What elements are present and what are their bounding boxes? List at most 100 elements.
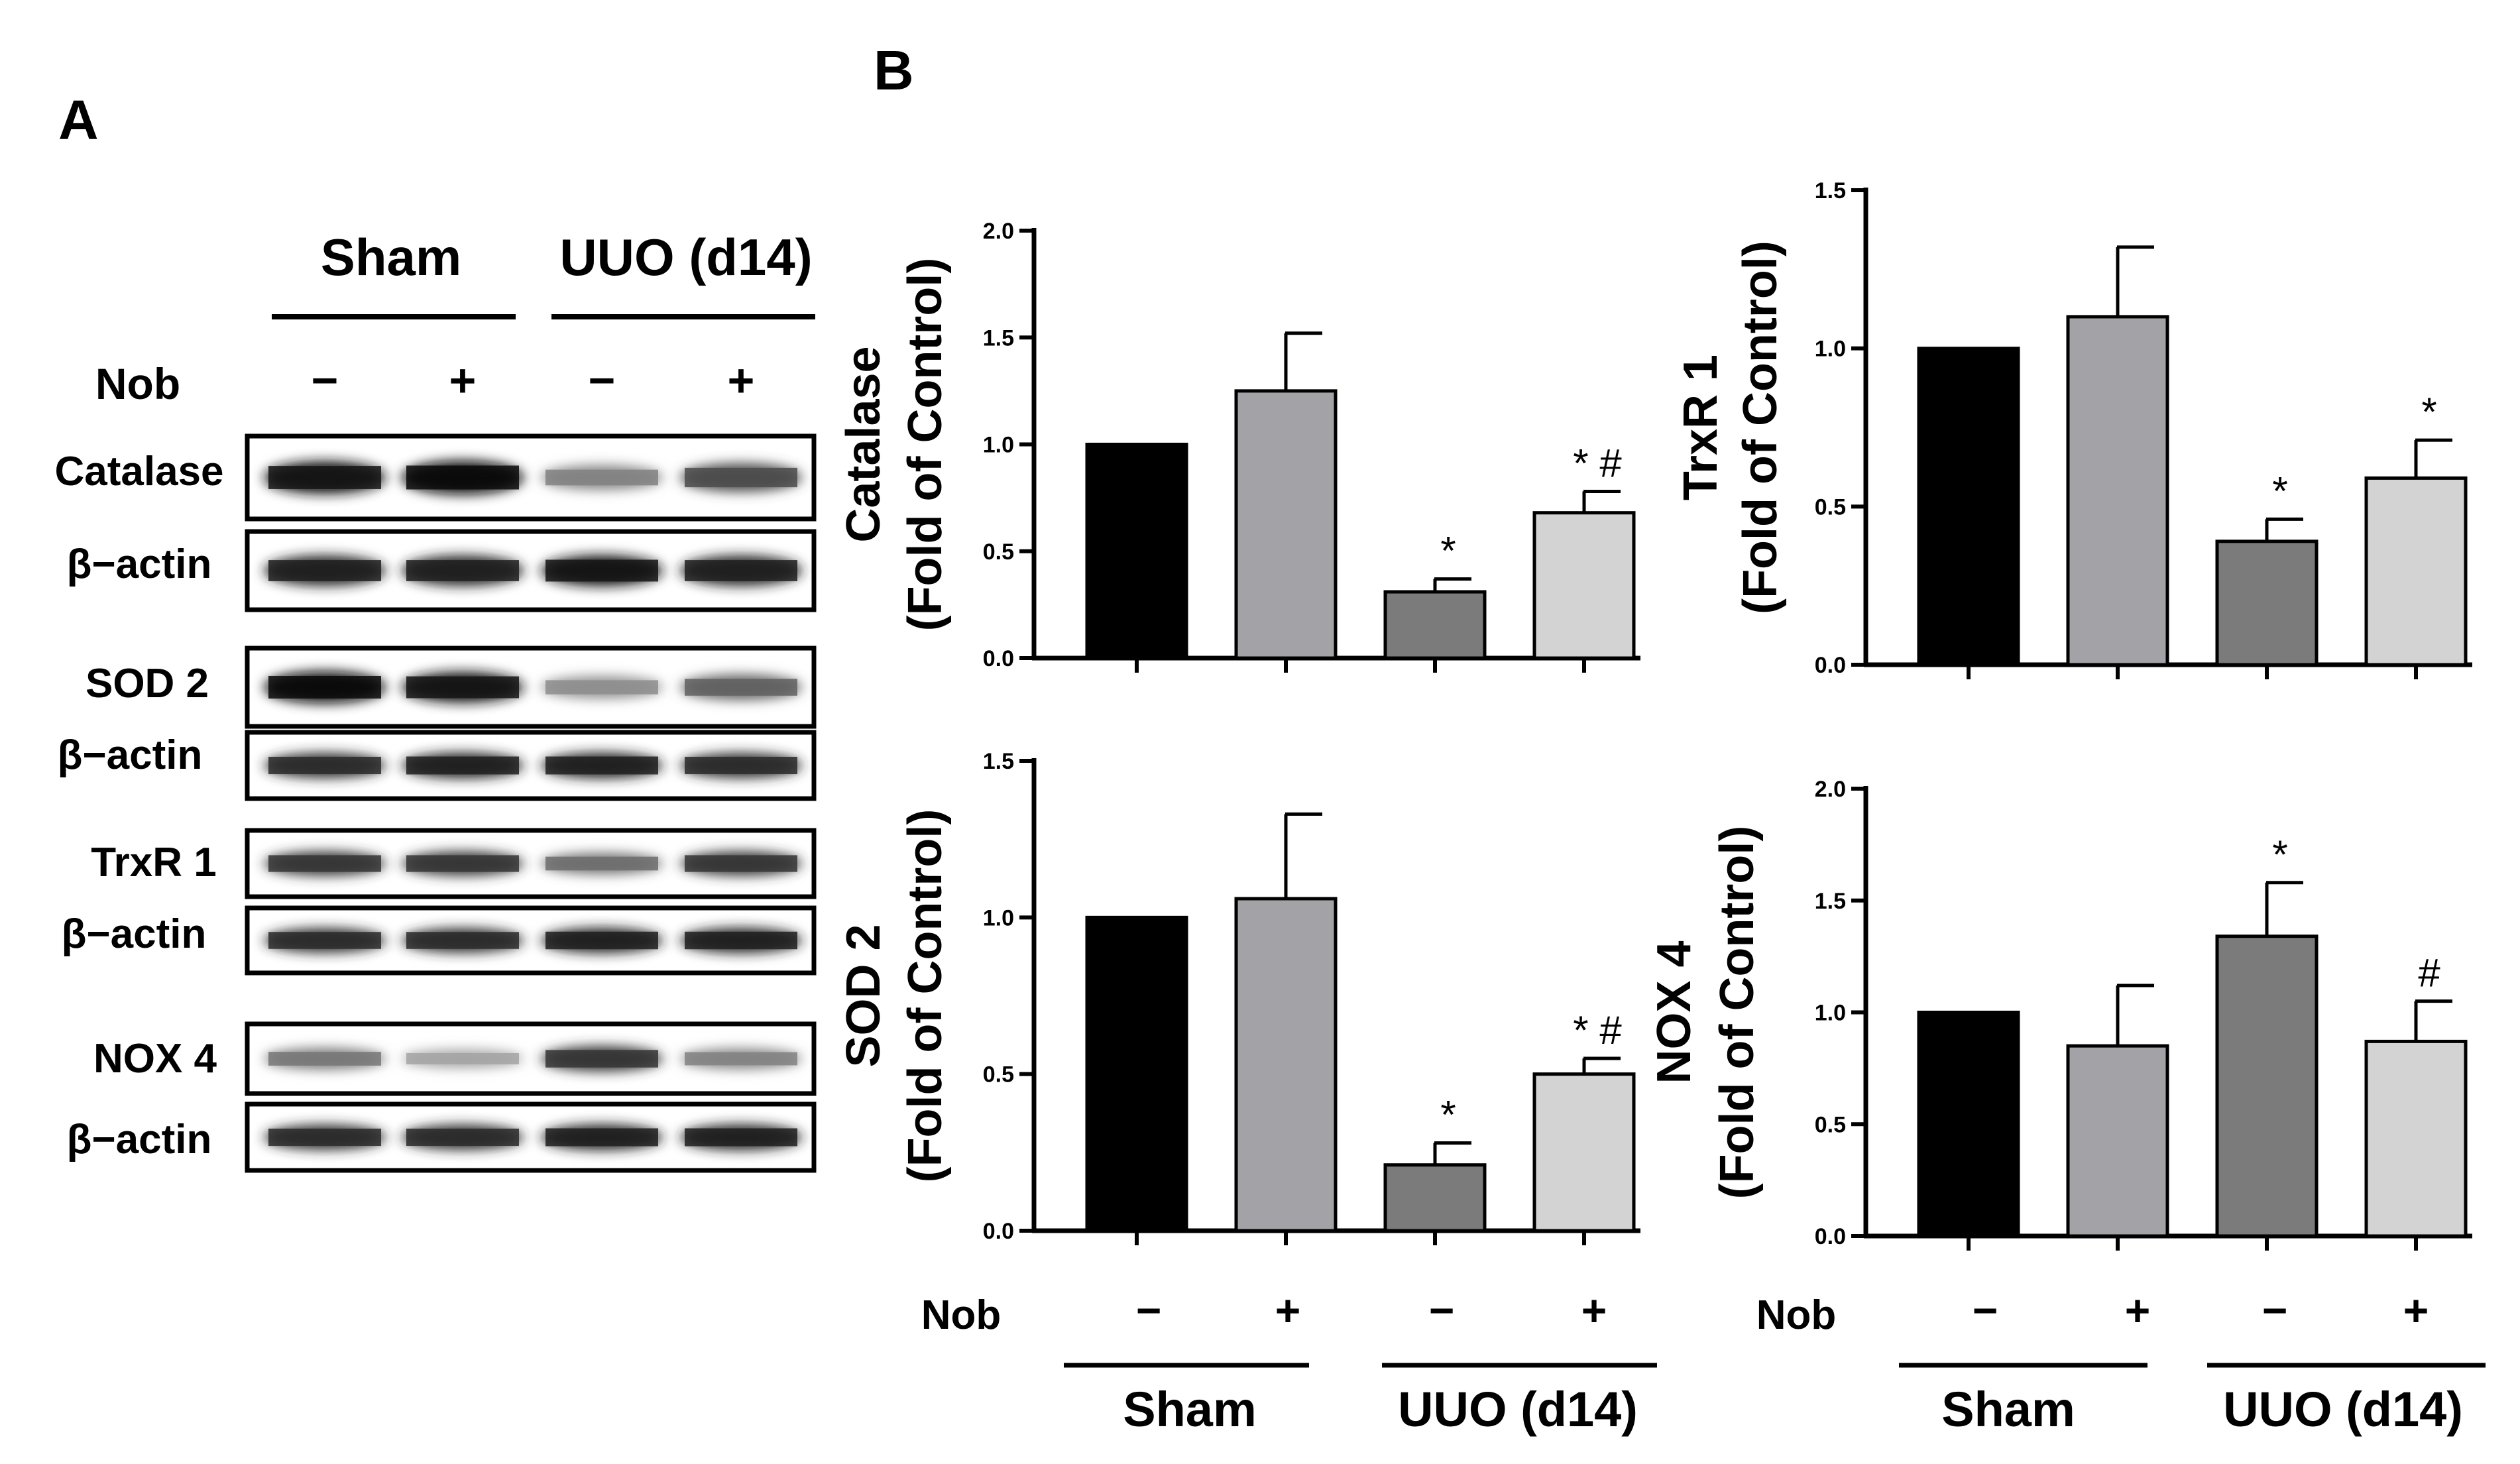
blot-band-core [406, 1052, 519, 1065]
significance-marker: * [1440, 1093, 1456, 1137]
bar-charts: Catalase (Fold of Control)0.00.51.01.52.0… [837, 178, 2472, 1251]
blot-band-core [545, 1128, 658, 1147]
blot-band-core [406, 1128, 519, 1147]
panel-a-letter: A [58, 89, 99, 151]
y-axis-label-units: (Fold of Control) [899, 258, 952, 632]
blot-label-catalase: Catalase [54, 449, 223, 494]
y-tick-label: 2.0 [1815, 777, 1846, 802]
blot-catalase [245, 433, 817, 522]
bar [1234, 897, 1338, 1233]
blot-nox4 [245, 1021, 817, 1096]
bar [2364, 476, 2468, 667]
significance-marker: * [2421, 390, 2436, 434]
blot-band-core [406, 932, 519, 949]
blot-band-core [545, 559, 658, 582]
blot-band-core [268, 855, 381, 872]
blot-band-core [406, 560, 519, 581]
y-tick-label: 1.0 [1815, 1001, 1846, 1026]
blot-band-core [268, 932, 381, 949]
bar [1234, 389, 1338, 660]
blot-band-core [406, 855, 519, 872]
chart-sod2: SOD 2 (Fold of Control) 0.0 0.5 1.0 1.5 * * # [837, 749, 1640, 1245]
y-axis-label-units: (Fold of Control) [1711, 826, 1764, 1200]
chart-catalase: Catalase (Fold of Control) 0.0 0.5 1.0 1.5 2.0… [837, 219, 1640, 673]
blot-band-core [685, 560, 797, 581]
y-tick-label: 0.0 [1815, 653, 1846, 678]
blot-band-core [545, 1050, 658, 1068]
group-label-uuo: UUO (d14) [559, 228, 812, 286]
bar [1532, 511, 1636, 660]
bar [2215, 934, 2319, 1238]
blot-band-core [406, 465, 519, 490]
nob-label: Nob [95, 359, 180, 408]
blot-band-core [268, 676, 381, 699]
y-tick-label: 1.5 [983, 749, 1014, 774]
nob-sign: − [589, 355, 616, 406]
bar [1085, 915, 1188, 1233]
nob-sign: − [1429, 1286, 1455, 1335]
y-tick-label: 0.5 [1815, 1112, 1846, 1137]
blot-frame [245, 646, 817, 729]
significance-marker: # [2418, 951, 2440, 995]
significance-marker: * [2272, 469, 2287, 513]
group-label-sham: Sham [321, 228, 461, 286]
group-label-uuo: UUO (d14) [2223, 1382, 2463, 1437]
blot-band-core [268, 756, 381, 775]
chart-trxr1: TrxR 1 (Fold of Control) 0.0 0.5 1.0 1.5 * * [1674, 178, 2472, 679]
blot-band-core [268, 466, 381, 489]
chart-nox4: NOX 4 (Fold of Control) 0.0 0.5 1.0 1.5 2.0 * # [1648, 777, 2472, 1251]
blot-actin [245, 1101, 817, 1173]
y-tick-label: 0.5 [983, 539, 1014, 565]
y-axis-label: TrxR 1 [1674, 355, 1727, 500]
blot-band-core [685, 467, 797, 488]
nob-sign: + [2125, 1286, 2151, 1335]
bar [1383, 1163, 1487, 1233]
blot-actin [245, 730, 817, 801]
blot-band-core [406, 676, 519, 699]
bar [1532, 1072, 1636, 1233]
y-tick-label: 2.0 [983, 219, 1014, 244]
y-tick-label: 1.0 [983, 433, 1014, 458]
nob-label: Nob [1756, 1292, 1837, 1338]
blot-frame [245, 905, 817, 976]
nob-sign: + [1581, 1286, 1607, 1335]
blot-band-core [545, 856, 658, 871]
nob-sign: + [449, 355, 477, 406]
significance-marker: * [1440, 529, 1456, 573]
y-tick-label: 0.0 [1815, 1224, 1846, 1249]
y-tick-label: 1.0 [1815, 337, 1846, 362]
blot-band-core [685, 679, 797, 696]
bar [2066, 315, 2169, 667]
group-label-uuo: UUO (d14) [1398, 1382, 1638, 1437]
bar [2364, 1039, 2468, 1238]
nob-sign: − [312, 355, 339, 406]
blot-actin [245, 529, 817, 612]
nob-label: Nob [921, 1292, 1002, 1338]
significance-marker: * # [1573, 1008, 1622, 1052]
actin-label: β−actin [67, 541, 212, 587]
blot-band-core [268, 1128, 381, 1147]
blot-band-core [545, 756, 658, 775]
panel-b: B Catalase (Fold of Control)0.00.51.01.52… [837, 39, 2486, 1437]
bar [1383, 590, 1487, 660]
blot-label-nox4: NOX 4 [93, 1036, 217, 1082]
group-label-sham: Sham [1123, 1382, 1257, 1437]
blot-frame [245, 1101, 817, 1173]
blot-images [245, 433, 817, 1173]
panel-a: A Sham UUO (d14) Nob − + − + Catalase β−… [54, 89, 817, 1173]
nob-sign: − [1973, 1286, 1998, 1335]
bar [2215, 539, 2319, 667]
blot-band-core [685, 931, 797, 950]
actin-label: β−actin [62, 911, 207, 957]
y-axis-label: NOX 4 [1648, 940, 1701, 1084]
blot-actin [245, 905, 817, 976]
blot-label-trxr1: TrxR 1 [91, 840, 217, 885]
bar [1917, 1011, 2020, 1238]
group-label-sham: Sham [1941, 1382, 2075, 1437]
blot-frame [245, 828, 817, 899]
blot-frame [245, 730, 817, 801]
y-tick-label: 1.5 [1815, 889, 1846, 914]
blot-trxr1 [245, 828, 817, 899]
nob-sign: − [1136, 1286, 1162, 1335]
